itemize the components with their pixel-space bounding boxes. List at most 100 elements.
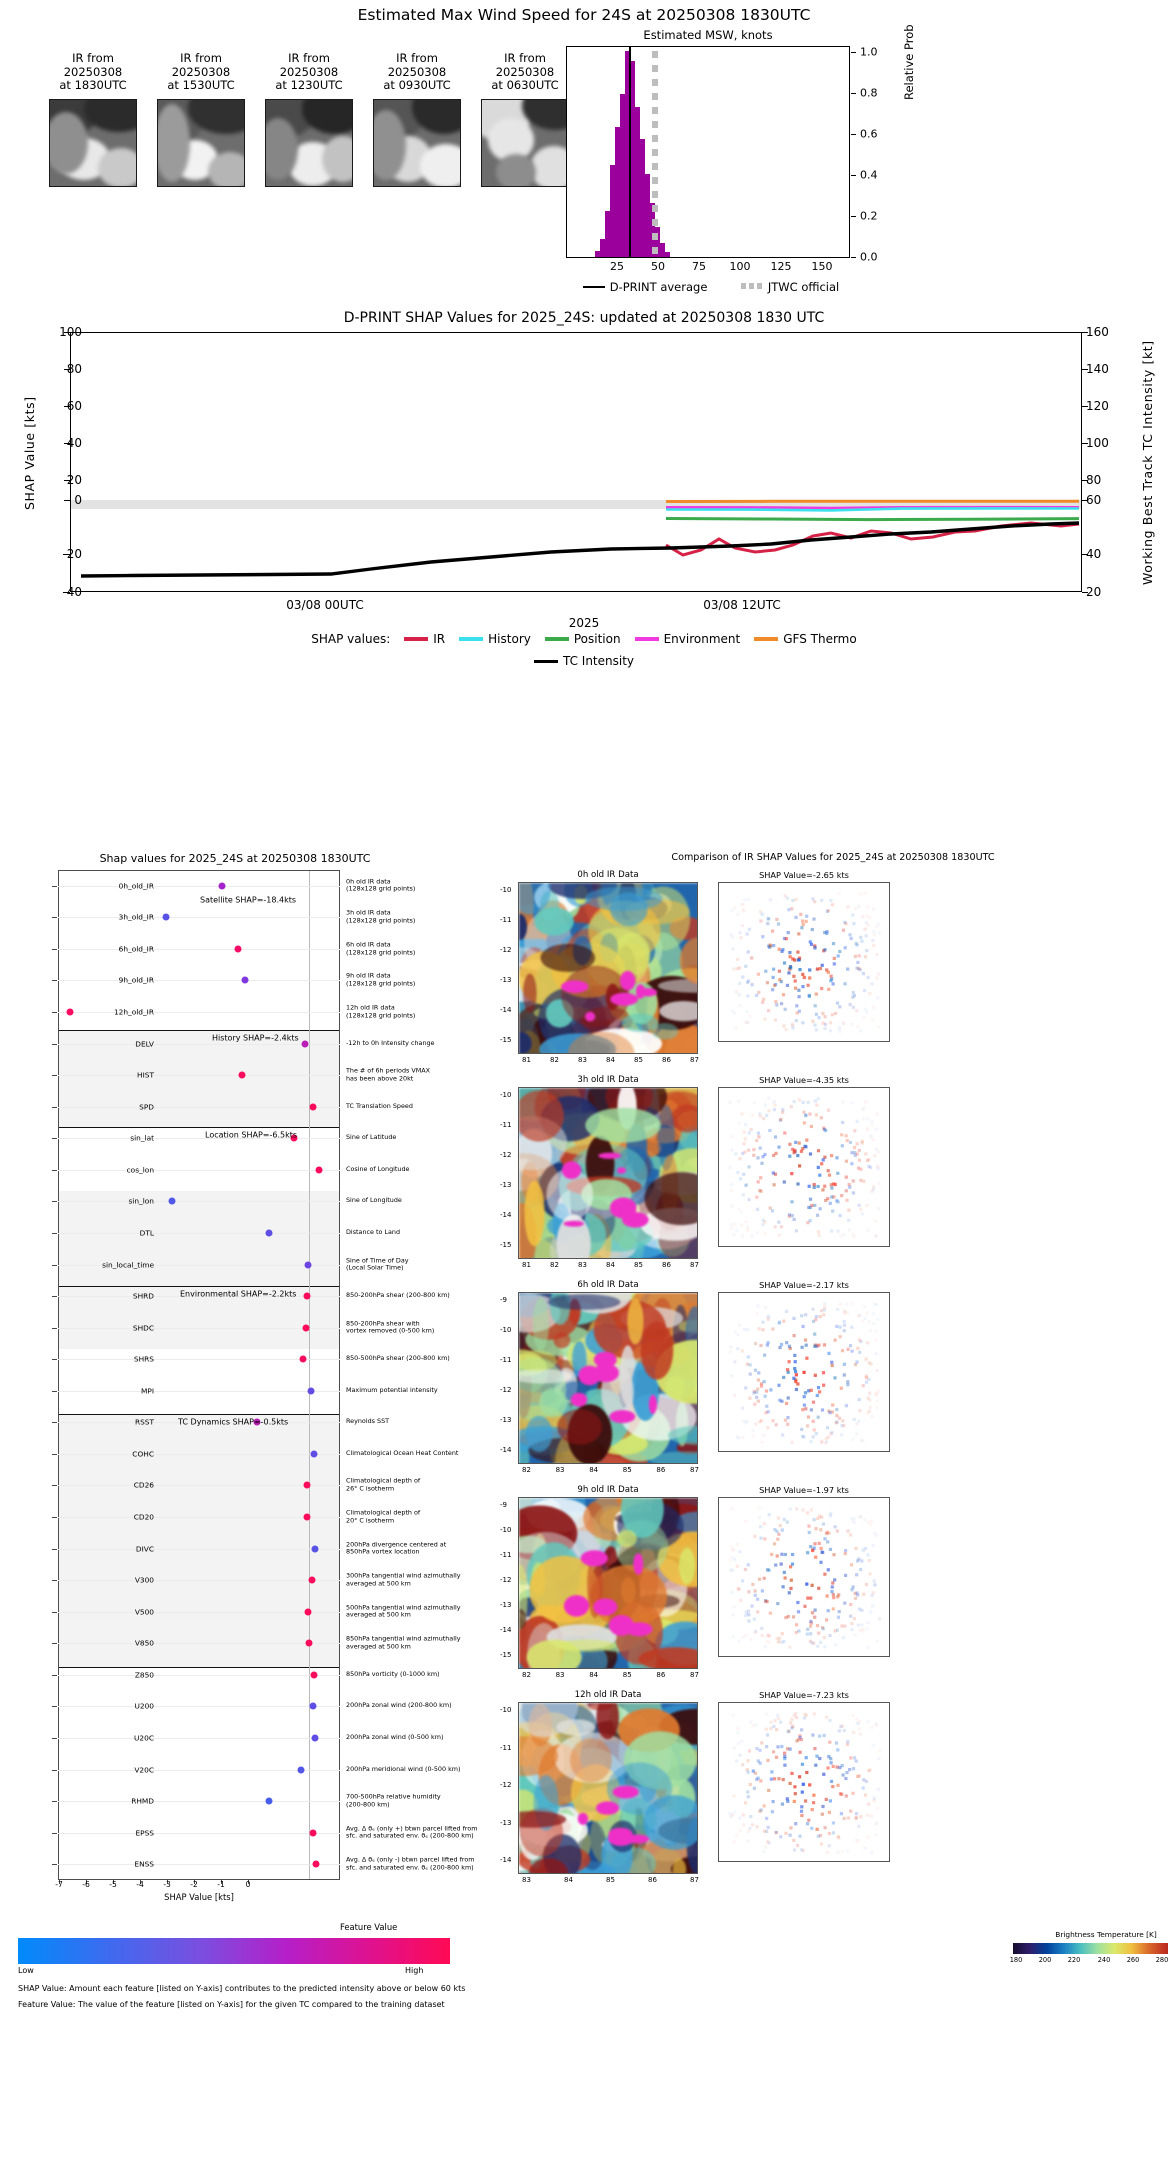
legend-item-position: Position	[544, 632, 621, 646]
beeswarm-feature-label: V500	[134, 1607, 154, 1617]
shap-value-title: SHAP Value=-4.35 kts	[759, 1075, 849, 1085]
beeswarm-x-label: SHAP Value [kts]	[164, 1892, 234, 1902]
ir-data-image	[518, 1292, 698, 1464]
ir-data-title: 9h old IR Data	[577, 1485, 639, 1495]
beeswarm-feature-description: 200hPa zonal wind (0-500 km)	[346, 1733, 444, 1742]
beeswarm-row-tick	[52, 1485, 57, 1487]
brightness-temp-colorbar-title: Brightness Temperature [K]	[1055, 1930, 1157, 1939]
beeswarm-point	[303, 1292, 311, 1300]
beeswarm-point	[312, 1860, 320, 1868]
beeswarm-feature-description: 200hPa meridional wind (0-500 km)	[346, 1764, 461, 1773]
ir-thumbnail-image	[265, 98, 353, 187]
beeswarm-row-tick	[52, 1075, 57, 1077]
beeswarm-rows: 0h_old_IR 0h old IR data (128x128 grid po…	[0, 848, 498, 1908]
beeswarm-gridline	[58, 1106, 340, 1108]
ir-xtick: 86	[656, 1466, 666, 1474]
beeswarm-feature-description: 12h old IR data (128x128 grid points)	[346, 1003, 416, 1020]
beeswarm-row-tick	[52, 1169, 57, 1171]
ir-ytick: -12	[500, 1576, 512, 1584]
beeswarm-point	[218, 882, 226, 890]
beeswarm-point	[311, 1545, 319, 1553]
beeswarm-gridline	[58, 1264, 340, 1266]
beeswarm-feature-description: Avg. Δ θₑ (only -) btwn parcel lifted fr…	[346, 1855, 475, 1872]
beeswarm-point	[303, 1513, 311, 1521]
color-swatch-icon	[533, 659, 558, 663]
beeswarm-gridline	[58, 1327, 340, 1329]
beeswarm-feature-label: SHRS	[133, 1354, 154, 1364]
ir-ytick: -13	[500, 1181, 512, 1189]
beeswarm-feature-description: 200hPa zonal wind (200-800 km)	[346, 1701, 452, 1710]
ir-ytick: -11	[500, 1743, 512, 1752]
beeswarm-point	[315, 1166, 323, 1174]
ir-ytick: -11	[500, 916, 512, 924]
beeswarm-feature-label: ENSS	[134, 1859, 154, 1869]
histogram-x-axis: 25 50 75 100 125 150	[566, 260, 850, 276]
beeswarm-point	[309, 1702, 317, 1710]
ir-xtick: 84	[606, 1056, 615, 1064]
shap-value-image	[718, 1087, 890, 1247]
ir-ytick: -12	[500, 946, 512, 954]
ir-ytick: -12	[500, 1151, 512, 1159]
group-label-environmental: Environmental SHAP=-2.2kts	[180, 1289, 297, 1299]
beeswarm-feature-label: CD20	[133, 1512, 154, 1522]
beeswarm-feature-description: 850hPa vorticity (0-1000 km)	[346, 1670, 440, 1679]
beeswarm-point	[168, 1197, 176, 1205]
beeswarm-feature-description: The # of 6h periods VMAX has been above …	[346, 1066, 430, 1083]
group-label-history: History SHAP=-2.4kts	[212, 1033, 299, 1043]
ir-ytick: -10	[500, 886, 512, 894]
beeswarm-feature-description: Maximum potential intensity	[346, 1385, 438, 1394]
beeswarm-feature-label: DTL	[139, 1228, 154, 1238]
ir-xtick: 86	[648, 1876, 657, 1884]
beeswarm-feature-label: cos_lon	[126, 1165, 154, 1175]
beeswarm-row-tick	[52, 1422, 57, 1424]
beeswarm-feature-description: 3h old IR data (128x128 grid points)	[346, 908, 416, 925]
beeswarm-feature-label: DIVC	[135, 1544, 154, 1554]
beeswarm-gridline	[58, 1832, 340, 1834]
feature-value-colorbar-title: Feature Value	[340, 1922, 398, 1932]
ir-ytick: -12	[500, 1386, 512, 1394]
beeswarm-point	[66, 1008, 74, 1016]
ir-xtick: 85	[606, 1876, 615, 1884]
ir-data-title: 6h old IR Data	[577, 1280, 639, 1290]
beeswarm-point	[265, 1797, 273, 1805]
beeswarm-feature-label: COHC	[132, 1449, 154, 1459]
dashed-line-icon	[740, 283, 763, 289]
shap-value-title: SHAP Value=-2.65 kts	[759, 870, 849, 880]
solid-line-icon	[582, 285, 605, 288]
beeswarm-feature-label: HIST	[137, 1070, 154, 1080]
legend-item-history: History	[459, 632, 531, 646]
ir-xtick: 82	[550, 1056, 559, 1064]
ir-data-image	[518, 1702, 698, 1874]
ir-thumbnail-image	[373, 98, 461, 187]
beeswarm-feature-label: SHRD	[132, 1291, 154, 1301]
histogram-title: Estimated MSW, knots	[643, 28, 773, 42]
beeswarm-row-tick	[52, 1296, 57, 1298]
ir-ytick: -12	[500, 1781, 512, 1789]
ir-thumbnail-0: IR from 20250308 at 1830UTC	[40, 51, 146, 187]
beeswarm-feature-label: sin_lon	[128, 1196, 154, 1206]
beeswarm-feature-description: Distance to Land	[346, 1228, 401, 1237]
ir-xtick: 83	[578, 1261, 587, 1269]
bt-tick: 260	[1126, 1956, 1140, 1964]
color-swatch-icon	[459, 637, 484, 641]
beeswarm-row-tick	[52, 1327, 57, 1329]
beeswarm-row-tick	[52, 1201, 57, 1203]
ir-data-image	[518, 1497, 698, 1669]
ir-ytick: -14	[500, 1006, 512, 1014]
hist-ytick: 0.6	[860, 127, 878, 141]
legend-item-tc-intensity: TC Intensity	[533, 654, 634, 668]
timeseries-y-label-left: SHAP Value [kts]	[22, 396, 37, 510]
beeswarm-gridline	[58, 1706, 340, 1708]
beeswarm-feature-label: MPI	[140, 1386, 154, 1396]
beeswarm-gridline	[58, 1453, 340, 1455]
beeswarm-feature-label: V300	[134, 1575, 154, 1585]
beeswarm-point	[308, 1576, 316, 1584]
beeswarm-feature-label: V850	[134, 1638, 154, 1648]
bees-xtick: -7	[55, 1880, 63, 1889]
beeswarm-feature-description: 200hPa divergence centered at 850hPa vor…	[346, 1540, 447, 1556]
beeswarm-row-tick	[52, 1390, 57, 1392]
beeswarm-feature-label: 9h_old_IR	[118, 975, 154, 985]
ir-xtick: 86	[656, 1671, 666, 1679]
beeswarm-feature-description: Cosine of Longitude	[346, 1165, 410, 1174]
ir-thumbnail-image	[157, 98, 245, 187]
